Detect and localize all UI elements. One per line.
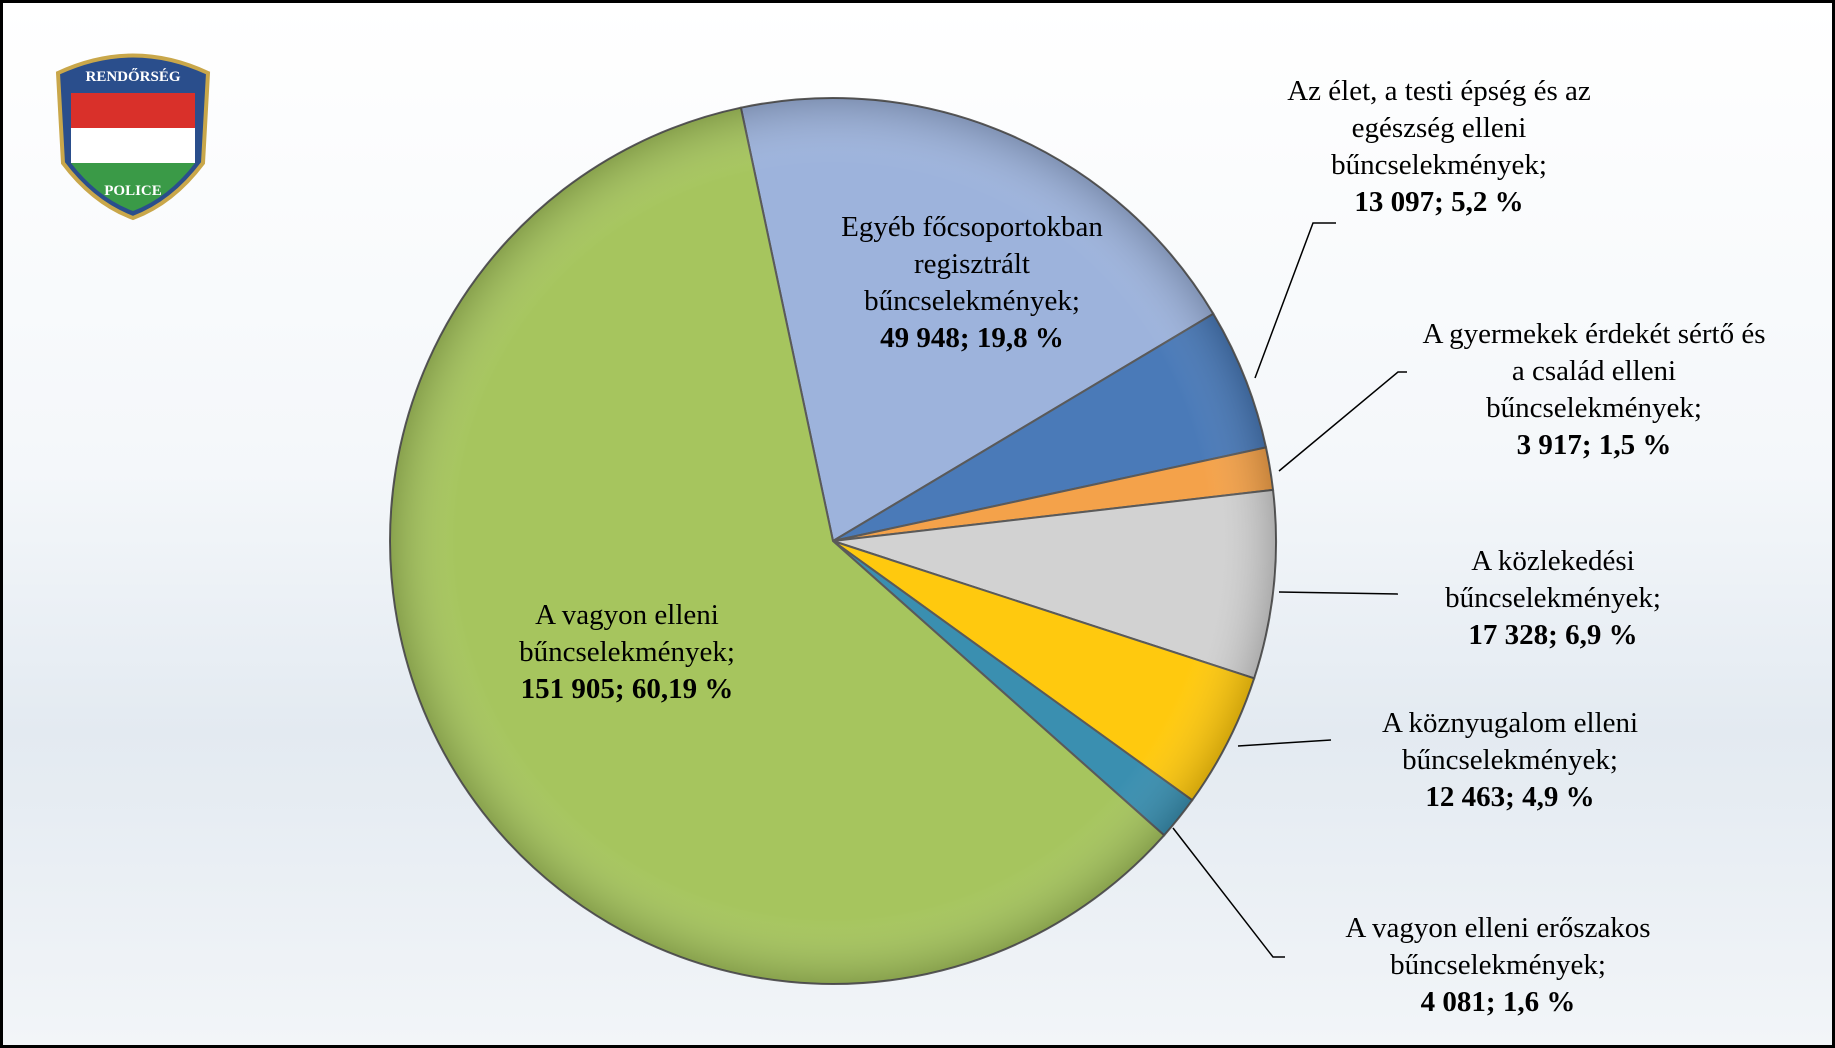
slice-value-label: 151 905; 60,19 % bbox=[520, 673, 734, 705]
slice-label: A vagyon elleni erőszakos bűncselekménye… bbox=[1318, 910, 1678, 1021]
slice-value-label: 49 948; 19,8 % bbox=[880, 322, 1064, 354]
slice-name: A közlekedési bűncselekmények; bbox=[1445, 545, 1661, 614]
leader-line bbox=[1237, 739, 1332, 747]
slice-value-label: 4 081; 1,6 % bbox=[1420, 986, 1576, 1018]
slice-label: A vagyon elleni bűncselekmények; 151 905;… bbox=[497, 597, 757, 708]
leader-line bbox=[1278, 371, 1407, 472]
slice-label: Az élet, a testi épség és az egészség el… bbox=[1259, 73, 1619, 221]
slice-name: Egyéb főcsoportokban regisztrált bűncsel… bbox=[841, 211, 1103, 317]
slice-label: A közlekedési bűncselekmények; 17 328; 6,… bbox=[1428, 543, 1678, 654]
slice-label: A gyermekek érdekét sértő és a család el… bbox=[1414, 316, 1774, 464]
slice-name: A vagyon elleni erőszakos bűncselekménye… bbox=[1345, 912, 1651, 981]
slice-value-label: 3 917; 1,5 % bbox=[1516, 429, 1672, 461]
leader-line bbox=[1278, 591, 1399, 595]
leader-line bbox=[1254, 222, 1336, 379]
slice-value-label: 13 097; 5,2 % bbox=[1354, 186, 1524, 218]
logo: RENDŐRSÉG POLICE bbox=[55, 53, 211, 221]
logo-top: RENDŐRSÉG bbox=[85, 68, 180, 85]
slice-name: A gyermekek érdekét sértő és a család el… bbox=[1422, 318, 1766, 424]
slice-name: A vagyon elleni bűncselekmények; bbox=[519, 599, 735, 668]
slice-value-label: 12 463; 4,9 % bbox=[1425, 781, 1595, 813]
leader-lines bbox=[1172, 222, 1407, 958]
logo-bottom: POLICE bbox=[104, 183, 162, 199]
slice-name: Az élet, a testi épség és az egészség el… bbox=[1287, 75, 1591, 181]
slice-label: Egyéb főcsoportokban regisztrált bűncsel… bbox=[822, 209, 1122, 357]
slice-value-label: 17 328; 6,9 % bbox=[1468, 619, 1638, 651]
slice-name: A köznyugalom elleni bűncselekmények; bbox=[1381, 707, 1639, 776]
slice-label: A köznyugalom elleni bűncselekmények; 12 … bbox=[1360, 705, 1660, 816]
leader-line bbox=[1172, 827, 1285, 958]
